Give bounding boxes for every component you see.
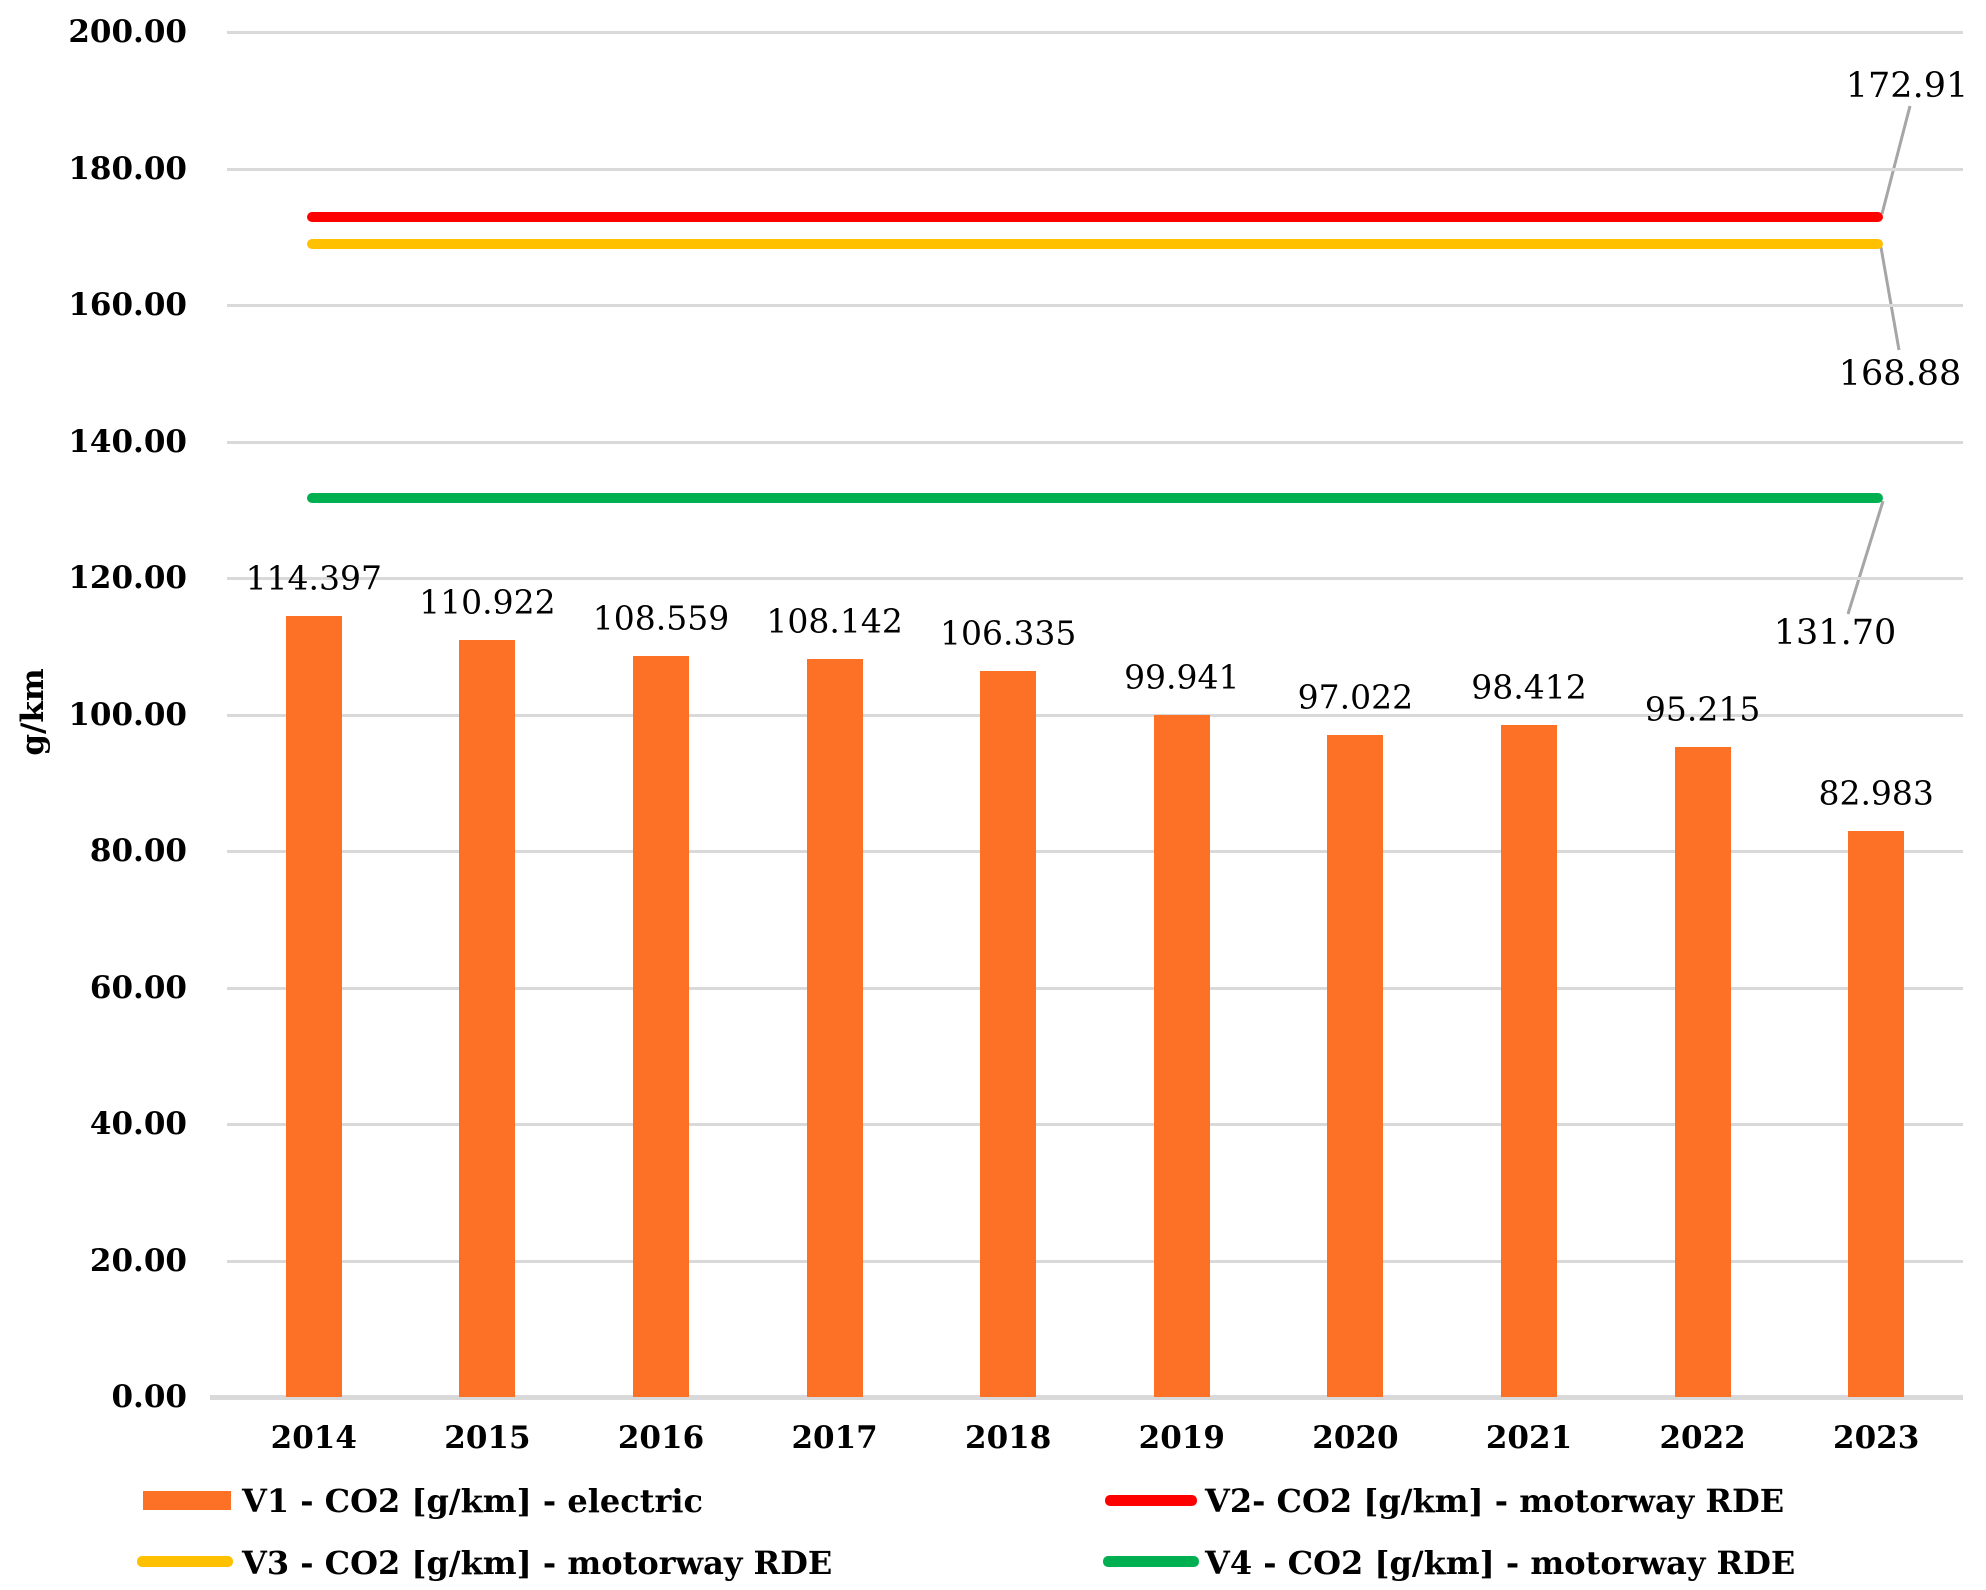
legend-label-v1[interactable]: V1 - CO2 [g/km] - electric [242,1482,703,1520]
bar-2022[interactable] [1674,747,1731,1397]
line-series-v2-[interactable] [306,211,1884,222]
x-axis-line [210,1395,1963,1400]
legend-swatch-v3[interactable] [137,1556,233,1567]
bar-2014[interactable] [285,616,342,1397]
bar-value-label-2018: 106.335 [939,613,1077,653]
x-tick-label-2017: 2017 [791,1420,878,1456]
legend-label-v2[interactable]: V2- CO2 [g/km] - motorway RDE [1205,1482,1785,1520]
bar-2021[interactable] [1501,725,1557,1397]
gridline-80.00 [227,850,1963,853]
x-tick-label-2022: 2022 [1659,1420,1746,1456]
y-tick-label-60.00: 60.00 [89,969,187,1006]
gridline-20.00 [227,1259,1963,1263]
gridline-60.00 [227,986,1963,990]
y-tick-label-180.00: 180.00 [68,150,187,187]
leader-line-2 [1879,247,1901,351]
bar-2020[interactable] [1327,734,1384,1397]
bar-value-label-2016: 108.559 [592,598,730,638]
legend-label-v3[interactable]: V3 - CO2 [g/km] - motorway RDE [242,1544,833,1582]
legend-label-v4[interactable]: V4 - CO2 [g/km] - motorway RDE [1205,1544,1796,1582]
leader-line-1 [1880,105,1912,215]
x-tick-label-2023: 2023 [1833,1420,1920,1456]
y-tick-label-100.00: 100.00 [68,696,187,733]
x-tick-label-2016: 2016 [617,1420,705,1456]
gridline-140.00 [227,440,1963,444]
x-tick-label-2018: 2018 [965,1420,1052,1456]
bar-2019[interactable] [1153,714,1210,1397]
y-tick-label-0.00: 0.00 [111,1379,187,1415]
gridline-180.00 [227,167,1963,171]
gridline-160.00 [227,304,1963,307]
bar-2016[interactable] [633,656,689,1397]
line-series-v3[interactable] [306,239,1884,250]
bar-2017[interactable] [806,658,863,1397]
x-tick-label-2014: 2014 [270,1420,357,1456]
y-tick-label-120.00: 120.00 [68,560,187,596]
bar-2018[interactable] [980,671,1037,1397]
legend-swatch-v2[interactable] [1105,1495,1197,1506]
bar-value-label-2019: 99.941 [1124,657,1240,697]
x-tick-label-2019: 2019 [1138,1420,1225,1456]
bar-value-label-2021: 98.412 [1471,667,1587,707]
line-value-label-v4: 131.70 [1773,613,1897,653]
gridline-40.00 [227,1123,1963,1126]
legend-swatch-v4[interactable] [1103,1556,1199,1567]
y-tick-label-40.00: 40.00 [89,1106,187,1142]
y-tick-label-200.00: 200.00 [68,14,187,50]
line-value-label-v3: 168.88 [1838,354,1962,394]
bar-value-label-2023: 82.983 [1818,773,1934,813]
bar-value-label-2017: 108.142 [766,601,903,641]
leader-line-3 [1846,500,1885,615]
gridline-120.00 [227,577,1963,580]
x-tick-label-2015: 2015 [444,1420,531,1456]
x-tick-label-2021: 2021 [1485,1420,1573,1456]
legend-swatch-v1[interactable] [143,1491,231,1510]
bar-value-label-2014: 114.397 [245,558,383,598]
bar-value-label-2015: 110.922 [419,582,556,622]
y-tick-label-140.00: 140.00 [68,423,187,460]
line-value-label-v2-: 172.91 [1845,66,1969,106]
bar-2023[interactable] [1848,830,1905,1397]
x-tick-label-2020: 2020 [1312,1420,1399,1456]
bar-value-label-2022: 95.215 [1644,689,1761,729]
gridline-100.00 [227,713,1963,717]
gridline-200.00 [227,31,1963,34]
bar-value-label-2020: 97.022 [1297,677,1414,717]
y-tick-label-160.00: 160.00 [68,287,187,323]
bar-2015[interactable] [459,639,516,1397]
line-series-v4[interactable] [306,493,1884,504]
y-tick-label-20.00: 20.00 [89,1242,187,1279]
y-tick-label-80.00: 80.00 [89,833,187,869]
